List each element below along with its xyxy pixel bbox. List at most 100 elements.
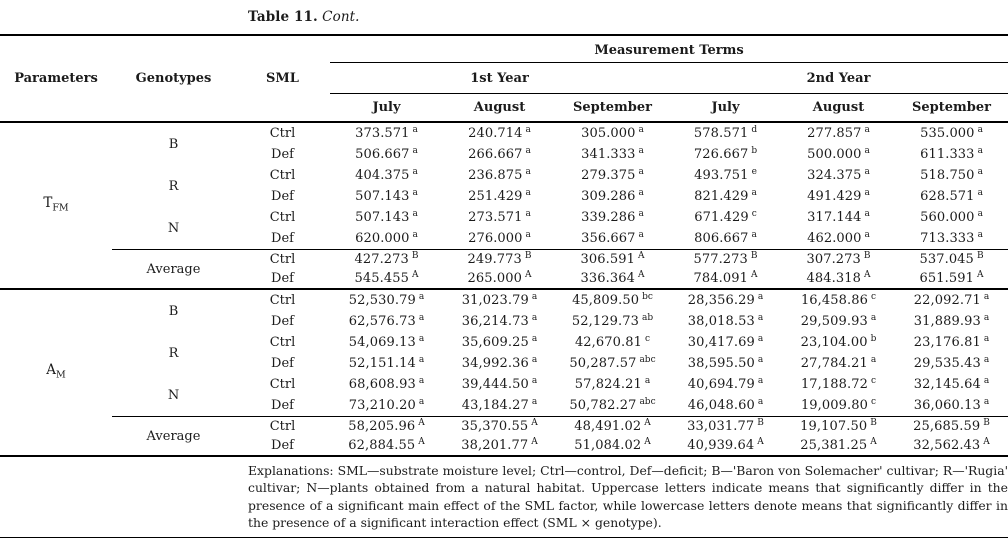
- value-cell: 507.143 a: [355, 187, 418, 204]
- value-cell: 560.000 a: [920, 208, 983, 225]
- significance-superscript: a: [412, 229, 418, 240]
- value-cell: 31,889.93 a: [913, 312, 990, 329]
- value-cell: 276.000 a: [468, 229, 531, 246]
- significance-superscript: d: [751, 124, 758, 135]
- value-cell: 628.571 a: [920, 187, 983, 204]
- significance-superscript: a: [418, 354, 425, 365]
- significance-superscript: c: [871, 291, 877, 302]
- significance-superscript: A: [750, 269, 758, 280]
- value-cell: 611.333 a: [920, 145, 983, 162]
- header-month: September: [573, 100, 652, 115]
- significance-superscript: A: [644, 417, 651, 428]
- header-genotypes: Genotypes: [135, 71, 212, 86]
- value-cell: 784.091 A: [693, 269, 758, 286]
- value-cell: 506.667 a: [355, 145, 418, 162]
- significance-superscript: A: [531, 417, 538, 428]
- significance-superscript: A: [644, 436, 651, 447]
- value-cell: 306.591 A: [556, 249, 669, 269]
- value-cell: 518.750 a: [920, 166, 983, 183]
- header-measurement-terms: Measurement Terms: [330, 35, 1008, 63]
- header-row-measurement: Parameters Genotypes SML Measurement Ter…: [0, 35, 1008, 86]
- significance-superscript: e: [751, 166, 757, 177]
- data-row: TFM B Ctrl 373.571 a 240.714 a 305.000 a 578.571 d…: [0, 122, 1008, 213]
- significance-superscript: a: [418, 291, 425, 302]
- value-cell: 577.273 B: [669, 249, 782, 269]
- sml-cell: Ctrl: [269, 210, 296, 225]
- significance-superscript: a: [638, 166, 644, 177]
- header-parameters: Parameters: [14, 71, 98, 86]
- significance-superscript: a: [870, 312, 877, 323]
- significance-superscript: abc: [639, 354, 656, 365]
- value-cell: 821.429 a: [694, 187, 757, 204]
- significance-superscript: a: [531, 354, 538, 365]
- significance-superscript: a: [525, 187, 531, 198]
- significance-superscript: a: [977, 187, 983, 198]
- significance-superscript: a: [638, 145, 644, 156]
- sml-cell: Def: [271, 271, 294, 286]
- data-row: R Ctrl 404.375 a 236.875 a 279.375 a 493.751 e 324…: [0, 165, 1008, 192]
- data-row: N Ctrl 68,608.93 a 39,444.50 a 57,824.21 a 40,69…: [0, 374, 1008, 401]
- significance-superscript: b: [751, 145, 758, 156]
- significance-superscript: a: [870, 354, 877, 365]
- value-cell: 50,287.57 abc: [569, 354, 656, 371]
- significance-superscript: A: [977, 269, 984, 280]
- value-cell: 249.773 B: [443, 249, 556, 269]
- significance-superscript: a: [412, 124, 418, 135]
- value-cell: 240.714 a: [468, 124, 531, 141]
- value-cell: 68,608.93 a: [348, 375, 425, 392]
- sml-cell: Def: [271, 189, 294, 204]
- significance-superscript: abc: [639, 396, 656, 407]
- value-cell: 52,151.14 a: [348, 354, 425, 371]
- value-cell: 266.667 a: [468, 145, 531, 162]
- significance-superscript: a: [531, 396, 538, 407]
- significance-superscript: B: [411, 250, 419, 261]
- header-year-1: 1st Year: [330, 62, 669, 94]
- value-cell: 30,417.69 a: [687, 333, 764, 350]
- sml-cell: Ctrl: [235, 249, 330, 269]
- value-cell: 50,782.27 abc: [569, 396, 656, 413]
- significance-superscript: c: [871, 396, 877, 407]
- significance-superscript: a: [983, 312, 990, 323]
- significance-superscript: B: [757, 417, 764, 428]
- significance-superscript: a: [983, 354, 990, 365]
- value-cell: 31,023.79 a: [443, 288, 556, 311]
- value-cell: 57,824.21 a: [574, 375, 651, 392]
- value-cell: 22,092.71 a: [895, 288, 1008, 311]
- value-cell: 307.273 B: [782, 249, 895, 269]
- significance-superscript: B: [983, 417, 990, 428]
- sml-cell: Ctrl: [269, 126, 296, 141]
- data-row: Def 620.000 a 276.000 a 356.667 a 806.667 a 462.0…: [0, 228, 1008, 250]
- average-row: Average Ctrl 427.273 B 249.773 B 306.591 A 577.2…: [0, 249, 1008, 289]
- data-row: N Ctrl 507.143 a 273.571 a 339.286 a 671.429 c 317…: [0, 207, 1008, 234]
- significance-superscript: a: [412, 208, 418, 219]
- significance-superscript: a: [525, 229, 531, 240]
- significance-superscript: a: [531, 375, 538, 386]
- value-cell: 620.000 a: [355, 229, 418, 246]
- significance-superscript: A: [411, 269, 419, 280]
- significance-superscript: A: [524, 269, 532, 280]
- value-cell: 404.375 a: [355, 166, 418, 183]
- value-cell: 265.000 A: [467, 269, 532, 286]
- value-cell: 52,530.79 a: [330, 288, 443, 311]
- significance-superscript: a: [418, 375, 425, 386]
- data-row: Def 52,151.14 a 34,992.36 a 50,287.57 abc 38,59…: [0, 353, 1008, 374]
- significance-superscript: a: [525, 208, 531, 219]
- value-cell: 28,356.29 a: [669, 288, 782, 311]
- table-footnote: Explanations: SML—substrate moisture lev…: [248, 463, 1008, 531]
- value-cell: 35,370.55 A: [443, 416, 556, 436]
- significance-superscript: a: [983, 396, 990, 407]
- value-cell: 29,509.93 a: [800, 312, 877, 329]
- results-table: Parameters Genotypes SML Measurement Ter…: [0, 34, 1008, 457]
- sml-cell: Def: [271, 231, 294, 246]
- significance-superscript: A: [983, 436, 990, 447]
- data-row: R Ctrl 54,069.13 a 35,609.25 a 42,670.81 c 30,41…: [0, 332, 1008, 359]
- data-row: Def 507.143 a 251.429 a 309.286 a 821.429 a 491.4…: [0, 186, 1008, 207]
- value-cell: 58,205.96 A: [330, 416, 443, 436]
- value-cell: 36,214.73 a: [461, 312, 538, 329]
- parameter-label: TFM: [43, 195, 69, 215]
- header-month: July: [711, 100, 740, 115]
- sml-cell: Ctrl: [235, 416, 330, 436]
- significance-superscript: A: [418, 436, 425, 447]
- sml-cell: Ctrl: [269, 168, 296, 183]
- value-cell: 427.273 B: [330, 249, 443, 269]
